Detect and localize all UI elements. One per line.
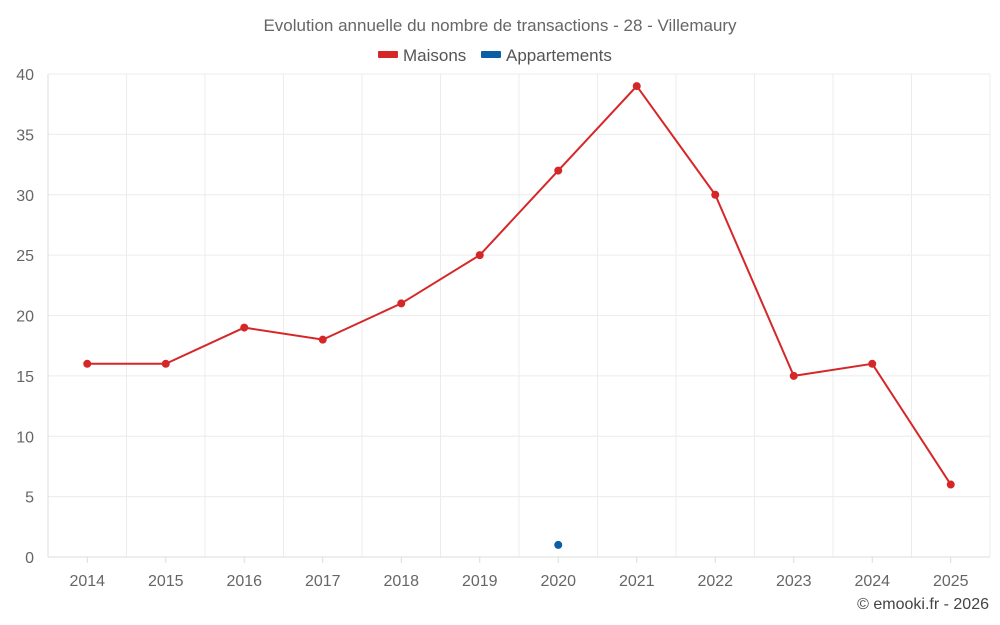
legend-label-maisons[interactable]: Maisons [403,46,466,65]
x-axis-ticks: 2014 2015 2016 2017 2018 2019 2020 2021 2022 2023… [69,557,969,590]
x-tick-label: 2025 [933,573,969,590]
data-point-maisons[interactable] [946,480,955,489]
y-tick-label: 30 [16,188,34,205]
data-point-maisons[interactable] [868,359,877,368]
series-maisons [83,82,955,489]
legend-swatch-appartements [481,51,501,58]
x-tick-label: 2015 [148,573,184,590]
data-point-maisons[interactable] [318,335,327,344]
x-tick-label: 2023 [776,573,812,590]
data-point-maisons[interactable] [554,166,563,175]
y-axis-ticks: 0 5 10 15 20 25 30 35 40 [16,67,34,567]
legend-label-appartements[interactable]: Appartements [506,46,612,65]
credit-text: © emooki.fr - 2026 [857,596,989,613]
legend: Maisons Appartements [378,46,612,65]
data-point-maisons[interactable] [789,371,798,380]
y-tick-label: 40 [16,67,34,84]
data-point-maisons[interactable] [632,82,641,91]
axes [47,74,990,558]
series [83,82,955,549]
data-point-maisons[interactable] [397,299,406,308]
data-point-maisons[interactable] [161,359,170,368]
x-tick-label: 2018 [383,573,419,590]
data-point-appartements[interactable] [554,540,563,549]
series-line-maisons [87,84,952,486]
x-tick-label: 2014 [69,573,105,590]
y-tick-label: 35 [16,127,34,144]
data-point-maisons[interactable] [240,323,249,332]
y-tick-label: 10 [16,429,34,446]
x-tick-label: 2017 [305,573,341,590]
data-point-maisons[interactable] [83,359,92,368]
x-tick-label: 2016 [226,573,262,590]
x-tick-label: 2020 [540,573,576,590]
legend-swatch-maisons [378,51,398,58]
y-tick-label: 25 [16,248,34,265]
y-tick-label: 5 [25,490,34,507]
x-tick-label: 2019 [462,573,498,590]
data-point-maisons[interactable] [475,251,484,260]
y-tick-label: 0 [25,550,34,567]
x-tick-label: 2021 [619,573,655,590]
y-tick-label: 20 [16,309,34,326]
x-tick-label: 2022 [697,573,733,590]
chart-title: Evolution annuelle du nombre de transact… [263,16,737,35]
series-appartements [554,540,563,549]
data-point-maisons[interactable] [711,190,720,199]
gridlines [47,73,991,557]
y-tick-label: 15 [16,369,34,386]
x-tick-label: 2024 [854,573,890,590]
